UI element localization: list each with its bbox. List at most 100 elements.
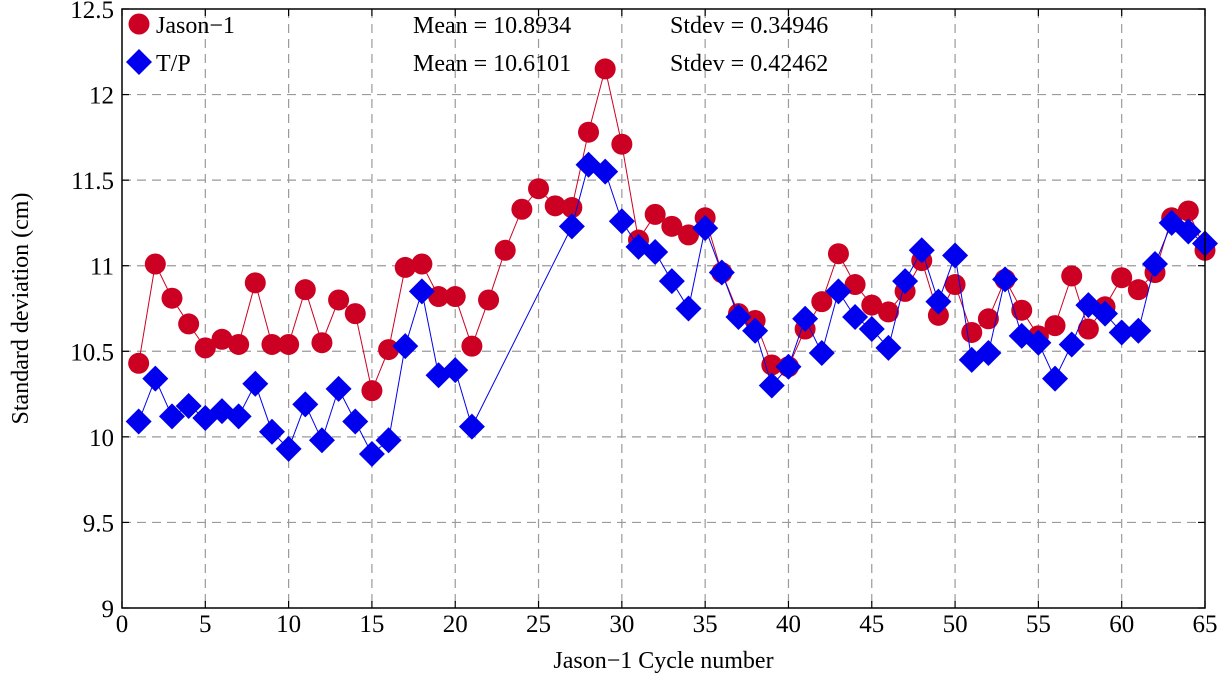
data-point bbox=[325, 375, 352, 402]
y-tick-label: 11.5 bbox=[71, 168, 114, 195]
data-point bbox=[942, 242, 969, 269]
data-point bbox=[394, 256, 416, 278]
data-point bbox=[1175, 218, 1202, 245]
data-point bbox=[258, 418, 285, 445]
data-point bbox=[444, 286, 466, 308]
x-tick-label: 0 bbox=[116, 611, 129, 638]
data-point bbox=[977, 308, 999, 330]
data-point bbox=[494, 239, 516, 261]
data-point bbox=[458, 413, 485, 440]
data-point bbox=[1127, 279, 1149, 301]
x-tick-label: 10 bbox=[276, 611, 301, 638]
data-point bbox=[1108, 319, 1135, 346]
data-point bbox=[128, 352, 150, 374]
legend-marker-tp bbox=[126, 49, 152, 75]
data-point bbox=[892, 268, 919, 295]
x-tick-label: 55 bbox=[1026, 611, 1051, 638]
data-point bbox=[275, 435, 302, 462]
legend-marker-jason-1 bbox=[128, 13, 150, 35]
data-point bbox=[1042, 365, 1069, 392]
data-point bbox=[194, 337, 216, 359]
data-point bbox=[278, 333, 300, 355]
x-tick-label: 45 bbox=[859, 611, 884, 638]
x-tick-label: 35 bbox=[693, 611, 718, 638]
data-point bbox=[478, 289, 500, 311]
data-point bbox=[1177, 200, 1199, 222]
y-tick-label: 9.5 bbox=[83, 510, 114, 537]
x-axis-title: Jason−1 Cycle number bbox=[553, 648, 773, 674]
data-point bbox=[792, 305, 819, 332]
data-point bbox=[158, 403, 185, 430]
legend-label-jason-1: Jason−1 bbox=[156, 13, 235, 39]
data-point bbox=[1011, 299, 1033, 321]
data-point bbox=[742, 317, 769, 344]
data-point bbox=[677, 224, 699, 246]
data-point bbox=[211, 328, 233, 350]
data-point bbox=[644, 203, 666, 225]
data-point bbox=[594, 58, 616, 80]
data-point bbox=[558, 213, 585, 240]
data-point bbox=[375, 427, 402, 454]
data-point bbox=[544, 195, 566, 217]
data-point bbox=[844, 274, 866, 296]
data-point bbox=[675, 295, 702, 322]
data-point bbox=[392, 333, 419, 360]
mean-annotation-jason-1: Mean = 10.8934 bbox=[413, 13, 571, 39]
y-tick-label: 10.5 bbox=[70, 339, 114, 366]
data-point bbox=[861, 294, 883, 316]
data-point bbox=[927, 304, 949, 326]
data-point bbox=[808, 339, 835, 366]
plot-frame bbox=[121, 8, 1206, 609]
y-tick-label: 10 bbox=[89, 425, 114, 452]
data-point bbox=[1125, 317, 1152, 344]
data-point bbox=[725, 304, 752, 331]
data-point bbox=[825, 278, 852, 305]
tick-layer: 0 5 10 15 20 25 30 35 40 45 50 55 60 65 9 9.5 10 10.5 11 11… bbox=[70, 0, 1217, 638]
x-tick-label: 50 bbox=[943, 611, 968, 638]
x-tick-label: 30 bbox=[609, 611, 634, 638]
data-point bbox=[578, 121, 600, 143]
data-point bbox=[661, 215, 683, 237]
data-point bbox=[292, 391, 319, 418]
data-point bbox=[761, 354, 783, 376]
series-jason-1 bbox=[128, 58, 1216, 402]
y-tick-label: 11 bbox=[90, 254, 114, 281]
data-point bbox=[511, 198, 533, 220]
data-point bbox=[925, 288, 952, 315]
data-point bbox=[228, 333, 250, 355]
x-tick-label: 60 bbox=[1109, 611, 1134, 638]
y-tick-label: 12 bbox=[89, 83, 114, 110]
data-point bbox=[592, 158, 619, 185]
data-point bbox=[1044, 315, 1066, 337]
data-point bbox=[875, 334, 902, 361]
data-point bbox=[561, 197, 583, 219]
y-tick-label: 9 bbox=[102, 596, 115, 623]
data-point bbox=[261, 333, 283, 355]
data-point bbox=[975, 339, 1002, 366]
data-point bbox=[1142, 251, 1169, 278]
data-point bbox=[1092, 300, 1119, 327]
data-point bbox=[908, 237, 935, 264]
x-tick-label: 20 bbox=[443, 611, 468, 638]
data-point bbox=[658, 268, 685, 295]
data-point bbox=[811, 291, 833, 313]
data-point bbox=[692, 215, 719, 242]
x-tick-label: 5 bbox=[199, 611, 212, 638]
data-point bbox=[842, 304, 869, 331]
data-point bbox=[461, 335, 483, 357]
data-point bbox=[342, 408, 369, 435]
data-point bbox=[758, 372, 785, 399]
data-point bbox=[642, 239, 669, 266]
series-layer bbox=[125, 58, 1218, 467]
data-point bbox=[161, 287, 183, 309]
mean-annotation-tp: Mean = 10.6101 bbox=[413, 51, 571, 77]
data-point bbox=[1077, 318, 1099, 340]
data-point bbox=[244, 272, 266, 294]
data-point bbox=[308, 427, 335, 454]
data-point bbox=[442, 357, 469, 384]
data-point bbox=[528, 178, 550, 200]
x-tick-label: 40 bbox=[776, 611, 801, 638]
data-point bbox=[827, 243, 849, 265]
